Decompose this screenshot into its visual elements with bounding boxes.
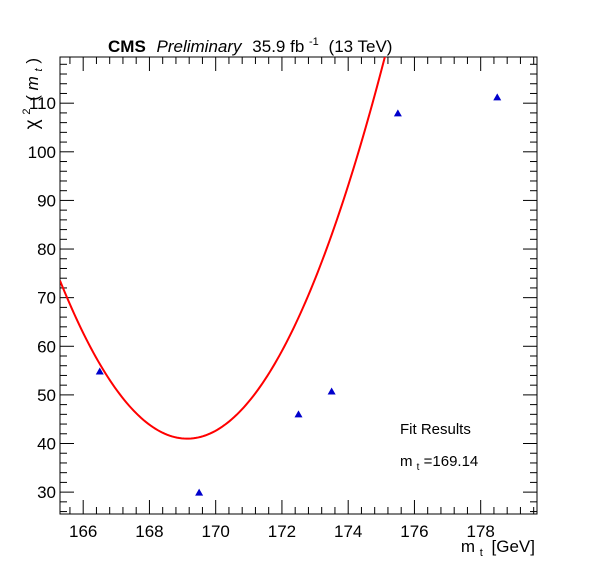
y-tick-label-100: 100 — [28, 143, 56, 162]
fit-results-title: Fit Results — [400, 421, 471, 438]
data-point — [327, 387, 336, 395]
y-axis-title-close: ) — [23, 58, 42, 64]
x-tick-label-174: 174 — [334, 522, 362, 541]
y-axis-title: χ 2 ( m t ) — [15, 58, 46, 129]
x-tick-label-172: 172 — [268, 522, 296, 541]
y-tick-label-40: 40 — [37, 435, 56, 454]
y-tick-labels: 30 40 50 60 70 80 90 100 110 — [28, 94, 56, 502]
data-point — [294, 410, 303, 418]
fit-result-sub: t — [417, 462, 420, 473]
status-label: Preliminary — [157, 37, 244, 56]
fit-curve — [60, 57, 386, 440]
y-tick-label-30: 30 — [37, 483, 56, 502]
y-tick-label-60: 60 — [37, 337, 56, 356]
luminosity-exponent: -1 — [309, 36, 319, 48]
fit-result-number: =169.14 — [424, 453, 479, 470]
energy-label: (13 TeV) — [329, 37, 393, 56]
x-tick-label-166: 166 — [69, 522, 97, 541]
experiment-label: CMS — [108, 37, 146, 56]
fit-result-value: m t =169.14 — [400, 453, 478, 474]
y-tick-label-70: 70 — [37, 289, 56, 308]
chart-header: CMS Preliminary 35.9 fb -1 (13 TeV) — [108, 30, 392, 56]
y-axis-title-arg-sub: t — [33, 67, 45, 71]
data-point — [195, 488, 204, 496]
x-axis-title-sub: t — [480, 547, 483, 559]
data-points — [95, 93, 502, 496]
data-point — [493, 93, 502, 101]
y-axis-title-open: ( — [23, 95, 42, 101]
x-axis-title: m t [GeV] — [461, 537, 535, 560]
fit-result-label: m — [400, 453, 413, 470]
x-tick-labels: 166 168 170 172 174 176 178 — [69, 522, 495, 541]
luminosity-label: 35.9 fb — [252, 37, 304, 56]
x-tick-label-170: 170 — [202, 522, 230, 541]
data-point — [393, 109, 402, 117]
y-axis-title-symbol: χ — [22, 119, 43, 129]
x-axis-title-unit: [GeV] — [492, 537, 535, 556]
plot-frame — [59, 56, 538, 515]
y-tick-label-110: 110 — [29, 94, 56, 113]
x-tick-label-178: 178 — [467, 522, 495, 541]
y-tick-label-80: 80 — [37, 240, 56, 259]
x-tick-label-168: 168 — [135, 522, 163, 541]
data-point — [95, 367, 104, 375]
x-tick-label-176: 176 — [400, 522, 428, 541]
y-tick-label-50: 50 — [37, 386, 56, 405]
x-axis-title-main: m — [461, 537, 475, 556]
y-axis-title-sup: 2 — [21, 109, 33, 115]
y-axis-title-arg: m — [23, 76, 42, 90]
axis-ticks — [60, 57, 537, 514]
y-tick-label-90: 90 — [37, 191, 56, 210]
